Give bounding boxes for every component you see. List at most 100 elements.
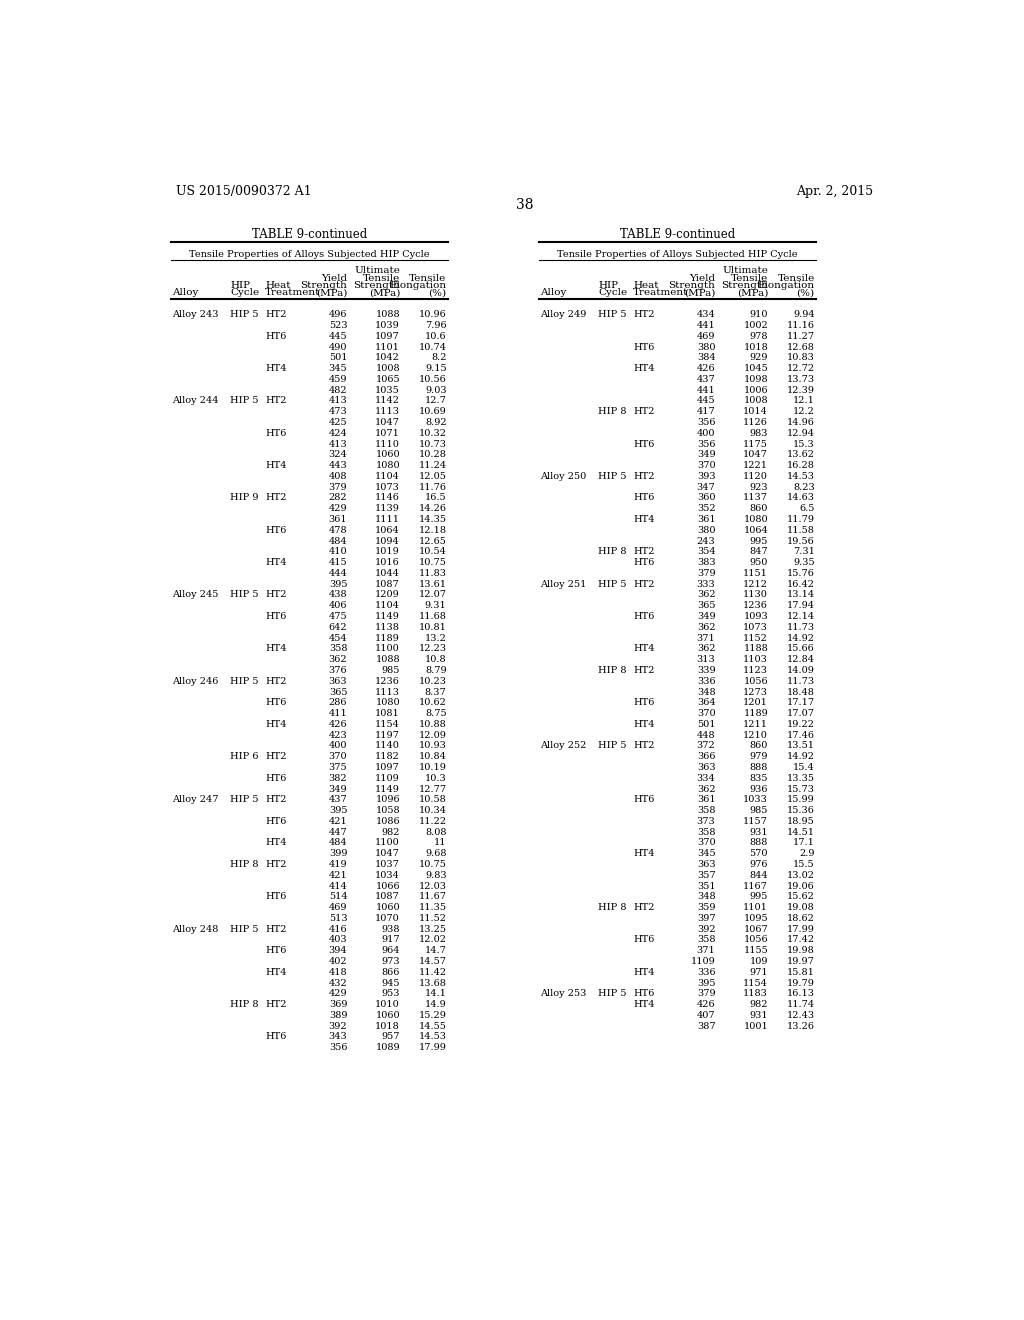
Text: 393: 393 (696, 473, 716, 480)
Text: HT6: HT6 (633, 494, 654, 503)
Text: 1010: 1010 (375, 1001, 400, 1008)
Text: 369: 369 (329, 1001, 347, 1008)
Text: 415: 415 (329, 558, 347, 568)
Text: 469: 469 (697, 331, 716, 341)
Text: 1056: 1056 (743, 677, 768, 685)
Text: 1201: 1201 (743, 698, 768, 708)
Text: 496: 496 (329, 310, 347, 319)
Text: 1008: 1008 (743, 396, 768, 405)
Text: 13.25: 13.25 (419, 925, 446, 933)
Text: HIP: HIP (598, 281, 618, 290)
Text: 950: 950 (750, 558, 768, 568)
Text: 1047: 1047 (743, 450, 768, 459)
Text: Apr. 2, 2015: Apr. 2, 2015 (797, 185, 873, 198)
Text: 8.2: 8.2 (431, 354, 446, 362)
Text: 11.79: 11.79 (786, 515, 815, 524)
Text: 1189: 1189 (743, 709, 768, 718)
Text: 15.76: 15.76 (786, 569, 815, 578)
Text: 14.7: 14.7 (425, 946, 446, 956)
Text: 13.68: 13.68 (419, 978, 446, 987)
Text: 11.16: 11.16 (786, 321, 815, 330)
Text: 16.28: 16.28 (786, 461, 815, 470)
Text: 414: 414 (329, 882, 347, 891)
Text: 12.77: 12.77 (419, 784, 446, 793)
Text: 334: 334 (696, 774, 716, 783)
Text: 8.75: 8.75 (425, 709, 446, 718)
Text: HIP 8: HIP 8 (598, 408, 627, 416)
Text: 18.95: 18.95 (786, 817, 815, 826)
Text: 18.62: 18.62 (786, 913, 815, 923)
Text: 11.67: 11.67 (419, 892, 446, 902)
Text: 402: 402 (329, 957, 347, 966)
Text: 570: 570 (750, 849, 768, 858)
Text: Tensile Properties of Alloys Subjected HIP Cycle: Tensile Properties of Alloys Subjected H… (189, 249, 430, 259)
Text: 395: 395 (329, 807, 347, 814)
Text: HT2: HT2 (633, 548, 654, 556)
Text: HT6: HT6 (633, 698, 654, 708)
Text: 400: 400 (329, 742, 347, 750)
Text: US 2015/0090372 A1: US 2015/0090372 A1 (176, 185, 311, 198)
Text: 475: 475 (329, 612, 347, 620)
Text: 434: 434 (696, 310, 716, 319)
Text: 1035: 1035 (375, 385, 400, 395)
Text: 847: 847 (750, 548, 768, 556)
Text: HIP 9: HIP 9 (230, 494, 259, 503)
Text: 11: 11 (434, 838, 446, 847)
Text: 1088: 1088 (376, 655, 400, 664)
Text: Alloy 251: Alloy 251 (541, 579, 587, 589)
Text: 349: 349 (696, 450, 716, 459)
Text: HT4: HT4 (633, 515, 654, 524)
Text: 1130: 1130 (743, 590, 768, 599)
Text: 10.69: 10.69 (419, 408, 446, 416)
Text: Tensile Properties of Alloys Subjected HIP Cycle: Tensile Properties of Alloys Subjected H… (557, 249, 798, 259)
Text: 1138: 1138 (375, 623, 400, 632)
Text: 1098: 1098 (743, 375, 768, 384)
Text: 16.42: 16.42 (786, 579, 815, 589)
Text: 12.84: 12.84 (786, 655, 815, 664)
Text: 1103: 1103 (743, 655, 768, 664)
Text: 1058: 1058 (376, 807, 400, 814)
Text: 985: 985 (382, 667, 400, 675)
Text: 282: 282 (329, 494, 347, 503)
Text: 437: 437 (696, 375, 716, 384)
Text: (MPa): (MPa) (369, 288, 400, 297)
Text: 19.97: 19.97 (786, 957, 815, 966)
Text: (%): (%) (797, 288, 815, 297)
Text: 12.2: 12.2 (793, 408, 815, 416)
Text: 1097: 1097 (375, 331, 400, 341)
Text: HT2: HT2 (265, 396, 287, 405)
Text: 358: 358 (697, 807, 716, 814)
Text: HT6: HT6 (633, 558, 654, 568)
Text: 10.19: 10.19 (419, 763, 446, 772)
Text: 13.2: 13.2 (425, 634, 446, 643)
Text: 484: 484 (329, 537, 347, 545)
Text: 375: 375 (329, 763, 347, 772)
Text: 1056: 1056 (743, 936, 768, 944)
Text: 336: 336 (696, 968, 716, 977)
Text: 9.03: 9.03 (425, 385, 446, 395)
Text: Cycle: Cycle (598, 288, 628, 297)
Text: 12.39: 12.39 (786, 385, 815, 395)
Text: 1210: 1210 (743, 731, 768, 739)
Text: 356: 356 (329, 1043, 347, 1052)
Text: 447: 447 (329, 828, 347, 837)
Text: 860: 860 (750, 504, 768, 513)
Text: HIP 5: HIP 5 (230, 677, 259, 685)
Text: 14.63: 14.63 (786, 494, 815, 503)
Text: 400: 400 (697, 429, 716, 438)
Text: 1089: 1089 (376, 1043, 400, 1052)
Text: 19.08: 19.08 (786, 903, 815, 912)
Text: 513: 513 (329, 913, 347, 923)
Text: 9.68: 9.68 (425, 849, 446, 858)
Text: Alloy 246: Alloy 246 (172, 677, 218, 685)
Text: 1167: 1167 (743, 882, 768, 891)
Text: 345: 345 (329, 364, 347, 374)
Text: HIP 5: HIP 5 (230, 590, 259, 599)
Text: (%): (%) (428, 288, 446, 297)
Text: 945: 945 (382, 978, 400, 987)
Text: HT4: HT4 (633, 719, 654, 729)
Text: 938: 938 (382, 925, 400, 933)
Text: 373: 373 (696, 817, 716, 826)
Text: 1039: 1039 (375, 321, 400, 330)
Text: HT2: HT2 (265, 796, 287, 804)
